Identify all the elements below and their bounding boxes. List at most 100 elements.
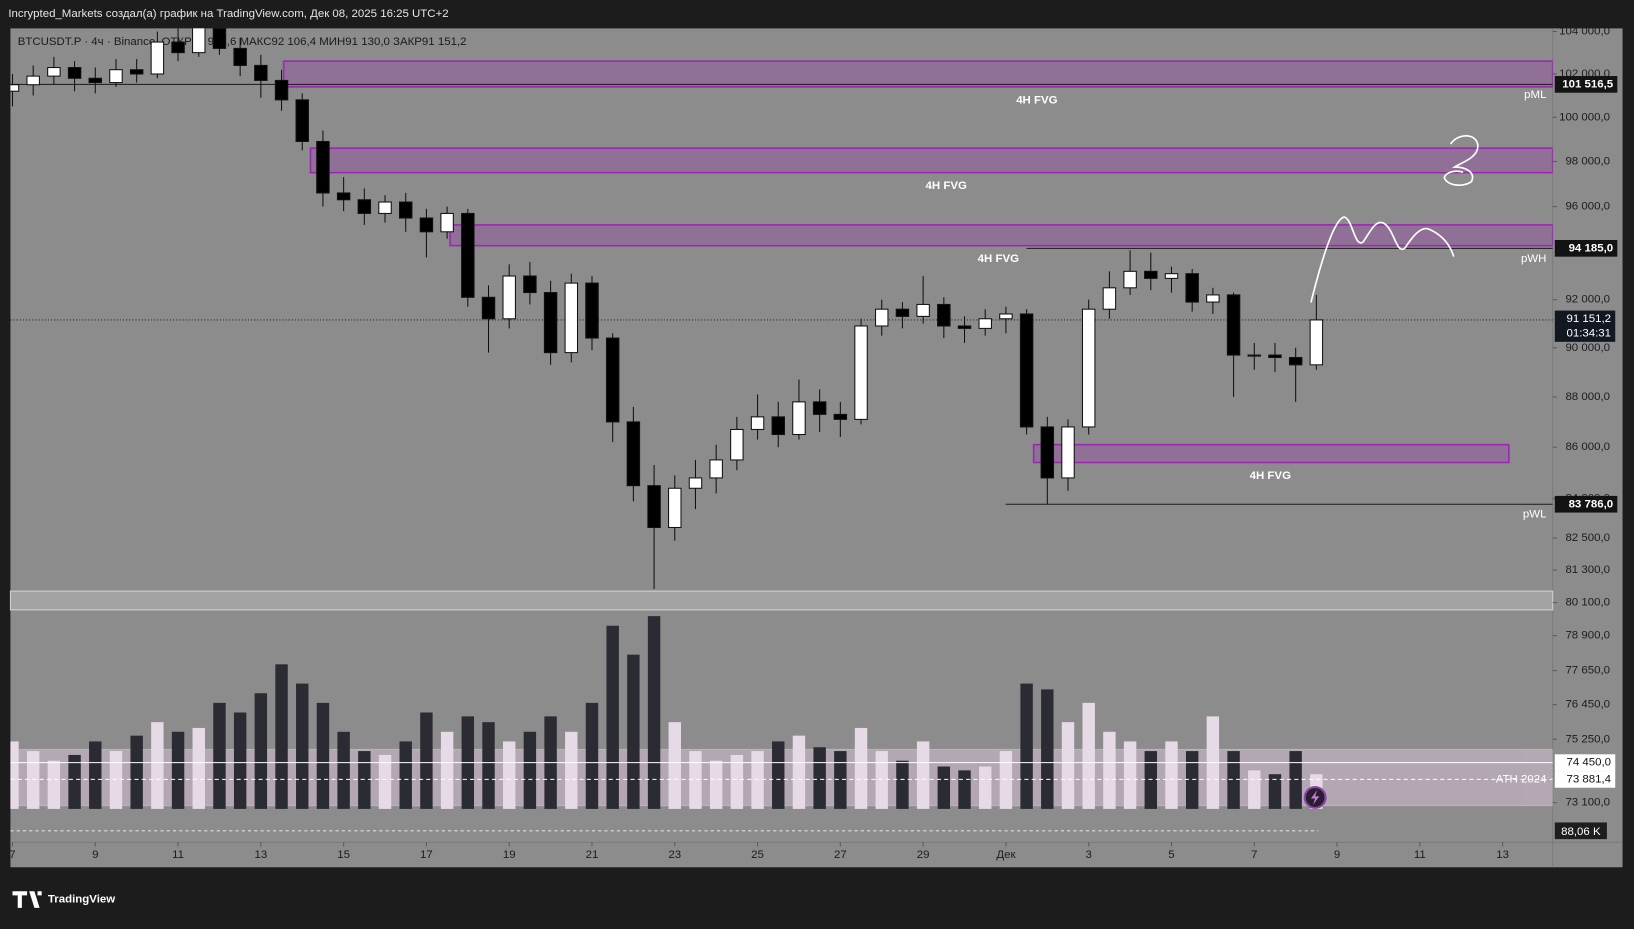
- x-tick-label: 17: [420, 849, 433, 861]
- fvg-label: 4H FVG: [926, 180, 967, 192]
- candle-body: [1040, 426, 1055, 479]
- candle-body: [129, 69, 144, 75]
- current-countdown: 01:34:31: [1566, 328, 1611, 340]
- level-box: [1554, 76, 1618, 93]
- volume-bar: [772, 741, 785, 809]
- candle-body: [523, 275, 537, 294]
- volume-bar: [10, 741, 19, 809]
- fvg-label: 4H FVG: [1250, 470, 1291, 482]
- x-tick-label: 3: [1086, 849, 1092, 861]
- volume-bar: [937, 766, 951, 809]
- x-tick-label: 13: [254, 849, 267, 861]
- x-tick-label: 9: [92, 849, 98, 861]
- level-value-label: 83 786,0: [1569, 498, 1614, 510]
- candle-body: [1309, 319, 1324, 366]
- volume-bar: [275, 664, 288, 809]
- candle-body: [88, 77, 103, 84]
- candle-body: [419, 217, 434, 233]
- ath-level-box: [1554, 771, 1616, 788]
- candle-body: [1019, 313, 1034, 428]
- hand-drawn-question: [1443, 135, 1479, 187]
- x-tick-label: 11: [172, 849, 184, 861]
- fvg-zone: [1032, 443, 1510, 464]
- candle-body: [1144, 270, 1158, 279]
- candle-body: [750, 416, 765, 430]
- current-price-box: [1554, 310, 1616, 342]
- y-tick-label: 75 250,0: [1565, 733, 1610, 745]
- candle-body: [481, 296, 496, 320]
- brand-logo: [12, 891, 42, 908]
- candle-body: [295, 99, 309, 143]
- y-tick-label: 104 000,0: [1559, 26, 1610, 38]
- candle-body: [10, 84, 20, 92]
- volume-bar: [68, 754, 81, 809]
- volume-bar: [813, 747, 826, 809]
- volume-bar: [751, 751, 764, 809]
- candle-body: [357, 199, 372, 214]
- y-tick-label: 98 000,0: [1565, 156, 1610, 168]
- volume-bar: [1165, 741, 1178, 809]
- y-tick-label: 73 100,0: [1565, 797, 1610, 809]
- candle-body: [792, 401, 806, 436]
- candle-body: [212, 28, 227, 49]
- volume-bar: [109, 751, 123, 809]
- ath-level-label: 73 881,4: [1566, 773, 1611, 785]
- volume-bar: [606, 625, 619, 809]
- volume-bar: [1248, 770, 1261, 809]
- volume-bar: [1268, 774, 1282, 809]
- candle-body: [709, 459, 723, 479]
- volume-bar: [502, 741, 516, 809]
- y-tick-label: 80 100,0: [1565, 597, 1610, 609]
- candle-body: [605, 337, 620, 423]
- x-tick-label: 5: [1168, 849, 1174, 861]
- volume-bar: [316, 702, 330, 809]
- x-tick-label: 27: [834, 849, 847, 861]
- volume-bar: [834, 751, 847, 809]
- candle-body: [957, 325, 972, 329]
- y-tick-label: 90 000,0: [1565, 342, 1610, 354]
- volume-bar: [89, 741, 102, 809]
- legend-ohlc: ОТКР91 923,6 МАКС92 106,4 МИН91 130,0 ЗА…: [162, 36, 467, 48]
- candle-body: [730, 428, 744, 461]
- volume-bar: [440, 731, 454, 809]
- x-tick-label: 7: [1251, 849, 1257, 861]
- volume-bar: [1123, 741, 1137, 809]
- volume-bar: [1082, 702, 1095, 809]
- candle-body: [1081, 308, 1096, 428]
- candle-body: [626, 421, 641, 487]
- x-tick-label: 23: [668, 849, 681, 861]
- fvg-zone: [449, 224, 1553, 247]
- candle-body: [316, 140, 330, 194]
- volume-bar: [979, 766, 992, 809]
- level-value-label: 94 185,0: [1569, 242, 1614, 254]
- candle-body: [26, 75, 40, 86]
- candle-body: [937, 303, 951, 327]
- volume-bar: [875, 751, 888, 809]
- header: Incrypted_Markets создал(а) график на Tr…: [8, 8, 448, 20]
- candle-body: [999, 313, 1013, 320]
- y-tick-label: 81 300,0: [1565, 564, 1610, 576]
- x-tick-label: 25: [751, 849, 764, 861]
- volume-bar: [999, 751, 1013, 809]
- volume-bar: [1227, 751, 1240, 809]
- volume-bar: [358, 751, 371, 809]
- volume-ma-box: [1554, 822, 1607, 840]
- current-price-label: 91 151,2: [1566, 313, 1611, 325]
- volume-bar: [171, 731, 185, 809]
- level-name: pWL: [1523, 509, 1547, 521]
- volume-bar: [378, 754, 392, 809]
- candle-body: [875, 308, 889, 327]
- volume-bar: [916, 741, 930, 809]
- level-name: pWH: [1521, 253, 1546, 265]
- candle-body: [1123, 270, 1137, 289]
- ath-level-label: 74 450,0: [1566, 757, 1611, 769]
- y-tick-label: 78 900,0: [1565, 630, 1610, 642]
- volume-bar: [854, 727, 868, 809]
- volume-bar: [1144, 751, 1158, 809]
- volume-bar: [254, 693, 268, 809]
- volume-bar: [296, 683, 309, 809]
- volume-bar: [730, 754, 744, 809]
- volume-bar: [896, 760, 909, 809]
- volume-bar: [689, 751, 702, 809]
